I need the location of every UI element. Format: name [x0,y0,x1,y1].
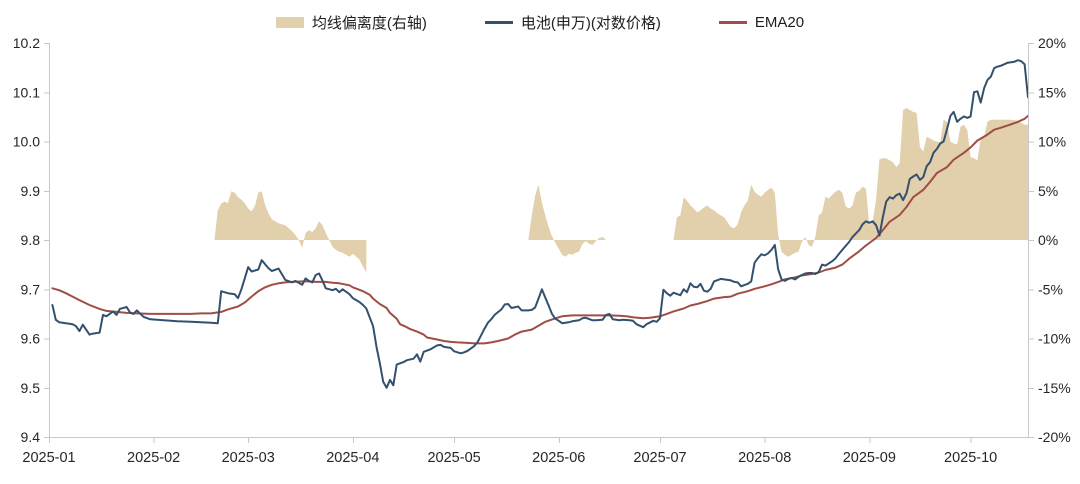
deviation-area-swatch [275,17,304,28]
x-tick-label: 2025-02 [127,450,180,466]
chart-legend: 均线偏离度(右轴) 电池(申万)(对数价格) EMA20 [0,12,1080,33]
y-right-tick-label: -15% [1038,380,1071,396]
y-right-tick-label: 0% [1038,232,1058,248]
x-tick-label: 2025-01 [22,450,75,466]
deviation-area [214,191,367,273]
x-tick-label: 2025-06 [532,450,585,466]
y-left-tick-label: 9.9 [21,183,41,199]
x-tick-label: 2025-05 [427,450,480,466]
y-right-tick-label: 5% [1038,183,1058,199]
legend-item-deviation: 均线偏离度(右轴) [275,12,427,33]
ema-line [51,114,1029,345]
y-right-tick-label: -10% [1038,331,1071,347]
legend-item-ema: EMA20 [718,14,805,31]
x-tick-label: 2025-04 [326,450,379,466]
y-right-tick-label: 15% [1038,84,1066,100]
price-line-swatch [484,21,513,24]
deviation-area [528,184,607,257]
y-right-tick-label: -5% [1038,281,1063,297]
y-left-tick-label: 9.8 [21,232,41,248]
legend-item-price: 电池(申万)(对数价格) [484,12,661,33]
deviation-area [673,108,1028,257]
y-right-tick-label: -20% [1038,429,1071,445]
legend-label-ema: EMA20 [754,14,805,31]
legend-label-price: 电池(申万)(对数价格) [520,15,661,32]
y-left-tick-label: 9.7 [21,281,41,297]
y-right-tick-label: 20% [1038,35,1066,51]
y-left-tick-label: 10.0 [13,134,40,150]
y-left-tick-label: 10.1 [13,84,40,100]
x-tick-label: 2025-09 [843,450,896,466]
y-left-tick-label: 9.6 [21,331,41,347]
x-tick-label: 2025-10 [944,450,997,466]
y-left-tick-label: 9.4 [21,429,41,445]
y-left-tick-label: 10.2 [13,35,40,51]
y-left-tick-label: 9.5 [21,380,41,396]
x-tick-label: 2025-03 [222,450,275,466]
x-tick-label: 2025-08 [738,450,791,466]
price-line [51,59,1029,389]
y-right-tick-label: 10% [1038,134,1066,150]
ema-line-swatch [718,21,747,24]
legend-label-deviation: 均线偏离度(右轴) [311,15,427,32]
x-tick-label: 2025-07 [633,450,686,466]
